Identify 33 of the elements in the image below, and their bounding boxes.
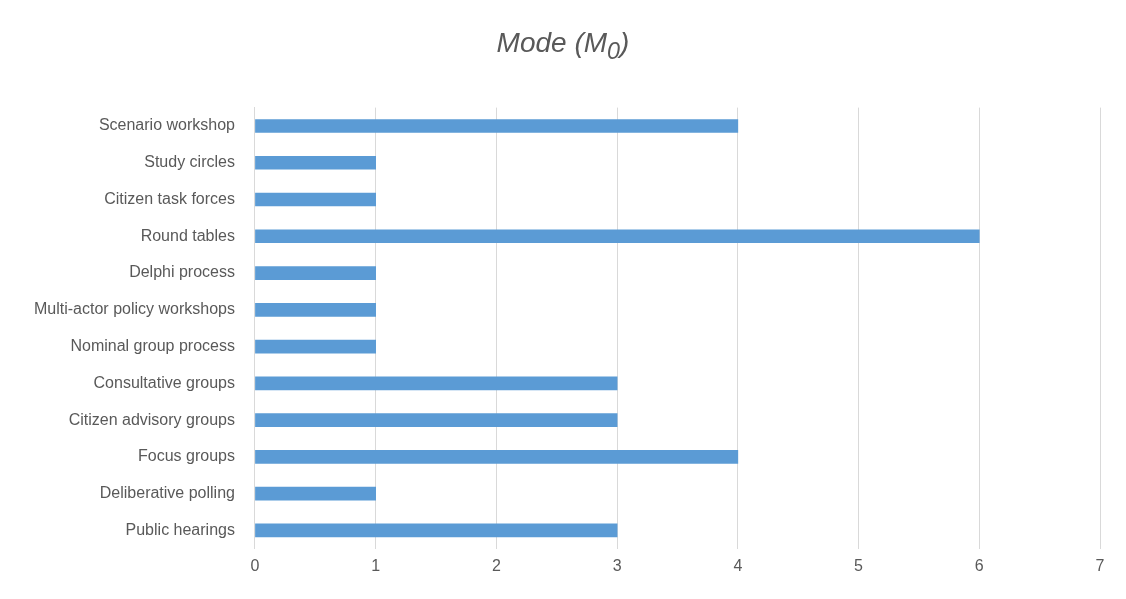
chart-title: Mode (M$_{0}$) xyxy=(495,26,631,66)
bar xyxy=(255,266,376,280)
y-tick-label: Scenario workshop xyxy=(98,116,236,134)
x-tick-label: 3 xyxy=(612,556,622,574)
bar xyxy=(255,119,739,133)
bar xyxy=(255,192,376,207)
x-tick-label: 4 xyxy=(733,556,743,574)
bar xyxy=(255,486,376,501)
y-tick-label: Deliberative polling xyxy=(99,484,235,502)
y-tick-label: Round tables xyxy=(140,226,235,244)
bar xyxy=(255,413,618,427)
y-tick-label: Consultative groups xyxy=(93,373,235,391)
y-tick-label: Citizen advisory groups xyxy=(68,410,235,428)
bar xyxy=(255,339,376,354)
x-tick-label: 7 xyxy=(1095,556,1105,574)
x-tick-label: 2 xyxy=(491,556,501,574)
bar xyxy=(255,523,618,538)
y-tick-label: Multi-actor policy workshops xyxy=(34,300,235,318)
bar xyxy=(255,450,739,464)
bar xyxy=(255,302,376,317)
y-tick-label: Study circles xyxy=(144,153,235,171)
bar xyxy=(255,376,618,391)
x-tick-label: 6 xyxy=(974,556,984,574)
x-tick-label: 0 xyxy=(250,556,260,574)
bar xyxy=(255,229,980,244)
x-tick-label: 1 xyxy=(371,556,381,574)
y-tick-label: Delphi process xyxy=(129,263,235,281)
bar xyxy=(255,155,376,170)
y-tick-label: Focus groups xyxy=(138,447,235,465)
y-tick-label: Nominal group process xyxy=(70,336,235,354)
y-tick-label: Public hearings xyxy=(125,520,235,538)
y-tick-label: Citizen task forces xyxy=(104,189,235,207)
x-tick-label: 5 xyxy=(854,556,864,574)
